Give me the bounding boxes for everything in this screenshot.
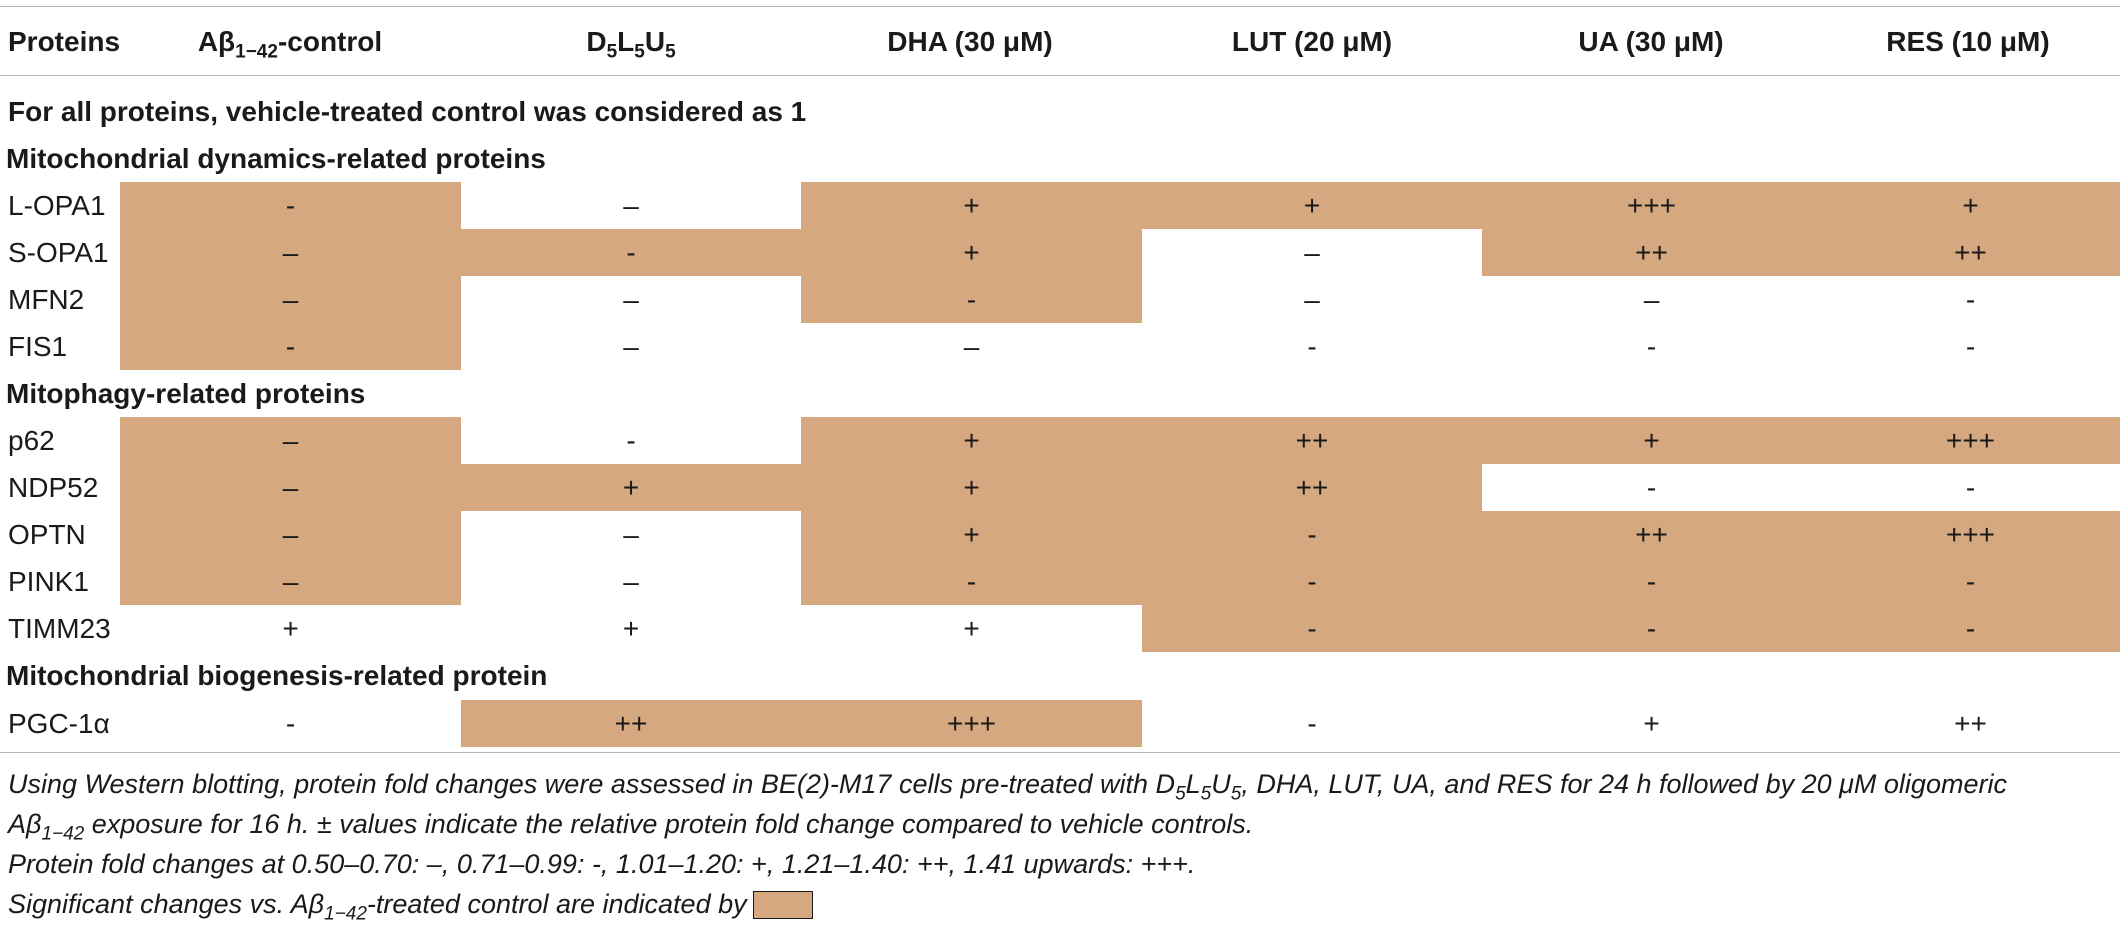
table-cell: – bbox=[1304, 284, 1320, 315]
table-cell: – bbox=[623, 519, 639, 550]
table-cell: - bbox=[1965, 284, 1976, 315]
footnote-line-3: Protein fold changes at 0.50–0.70: –, 0.… bbox=[8, 849, 1196, 879]
table-cell: + bbox=[801, 182, 1142, 229]
protein-name: PGC-1α bbox=[8, 708, 110, 739]
table-cell: - bbox=[626, 425, 636, 456]
header-res: RES (10 μM) bbox=[1886, 26, 2050, 57]
table-cell: – bbox=[120, 464, 461, 511]
table-cell: – bbox=[120, 558, 461, 605]
table-cell: - bbox=[1142, 511, 1482, 558]
table-cell: – bbox=[120, 417, 461, 464]
table-cell: - bbox=[1965, 472, 1976, 503]
table-cell: - bbox=[1646, 472, 1657, 503]
table-cell: - bbox=[801, 558, 1142, 605]
table-cell: ++ bbox=[1142, 464, 1482, 511]
table-cell: ++ bbox=[461, 700, 801, 747]
footnote-line-4: Significant changes vs. Aβ1−42-treated c… bbox=[8, 886, 813, 932]
table-cell: ++ bbox=[1482, 229, 1821, 276]
table-cell: - bbox=[1965, 331, 1976, 362]
table-cell: - bbox=[461, 229, 801, 276]
table-cell: + bbox=[282, 613, 299, 644]
table-cell: – bbox=[623, 284, 639, 315]
table-cell: – bbox=[120, 511, 461, 558]
footnote-line-1: Using Western blotting, protein fold cha… bbox=[8, 769, 2007, 805]
protein-name: S-OPA1 bbox=[8, 237, 109, 268]
table-row: + + + - - - TIMM23 bbox=[0, 605, 2120, 652]
table-cell: ++ bbox=[1142, 417, 1482, 464]
table-cell: + bbox=[963, 613, 980, 644]
table-cell: - bbox=[1821, 605, 2120, 652]
table-cell: – bbox=[623, 566, 639, 597]
protein-name: TIMM23 bbox=[8, 613, 111, 644]
section-title: Mitochondrial dynamics-related proteins bbox=[6, 143, 546, 174]
table-cell: + bbox=[622, 613, 640, 644]
protein-name: MFN2 bbox=[8, 284, 85, 315]
table-cell: - bbox=[801, 276, 1142, 323]
table-cell: ++ bbox=[1482, 511, 1821, 558]
table-cell: - bbox=[1142, 605, 1482, 652]
header-lut: LUT (20 μM) bbox=[1231, 26, 1393, 57]
table-cell: - bbox=[1307, 331, 1317, 362]
table-cell: + bbox=[1142, 182, 1482, 229]
header-ab-control: Aβ1−42-control bbox=[197, 26, 383, 63]
protein-name: NDP52 bbox=[8, 472, 99, 503]
table-cell: + bbox=[1821, 182, 2120, 229]
bottom-rule bbox=[0, 752, 2120, 753]
protein-name: p62 bbox=[8, 425, 55, 456]
table-row: - – + + +++ + L-OPA1 bbox=[0, 182, 2120, 229]
protein-name: L-OPA1 bbox=[8, 190, 106, 221]
table-row: – – + - ++ +++ OPTN bbox=[0, 511, 2120, 558]
table-row: – – - - - - PINK1 bbox=[0, 558, 2120, 605]
table-cell: +++ bbox=[1821, 511, 2120, 558]
table-cell: +++ bbox=[1821, 417, 2120, 464]
table-row: - – – - - - FIS1 bbox=[0, 323, 2120, 370]
table-cell: - bbox=[1482, 605, 1821, 652]
section-title: Mitophagy-related proteins bbox=[6, 378, 366, 409]
table-cell: + bbox=[1643, 708, 1660, 739]
header-dha: DHA (30 μM) bbox=[887, 26, 1053, 57]
table-row: – - + ++ + +++ p62 bbox=[0, 417, 2120, 464]
protein-name: FIS1 bbox=[8, 331, 68, 362]
table-row: – - + – ++ ++ S-OPA1 bbox=[0, 229, 2120, 276]
table-cell: + bbox=[801, 229, 1142, 276]
table-cell: – bbox=[963, 331, 980, 362]
top-rule bbox=[0, 6, 2120, 7]
table-cell: + bbox=[1482, 417, 1821, 464]
table-cell: – bbox=[623, 190, 639, 221]
footnote-line-2: Aβ1−42 exposure for 16 h. ± values indic… bbox=[8, 809, 1254, 845]
table-cell: - bbox=[120, 323, 461, 370]
table-row: – – - – – - MFN2 bbox=[0, 276, 2120, 323]
table-row: – + + ++ - - NDP52 bbox=[0, 464, 2120, 511]
header-rule bbox=[0, 75, 2120, 76]
table-cell: ++ bbox=[1954, 708, 1987, 739]
table-cell: + bbox=[461, 464, 801, 511]
vehicle-note: For all proteins, vehicle-treated contro… bbox=[8, 96, 807, 127]
table-cell: +++ bbox=[1482, 182, 1821, 229]
protein-name: PINK1 bbox=[8, 566, 89, 597]
protein-name: OPTN bbox=[8, 519, 86, 550]
section-title: Mitochondrial biogenesis-related protein bbox=[6, 660, 548, 691]
table-cell: + bbox=[801, 511, 1142, 558]
table-cell: - bbox=[1482, 558, 1821, 605]
table-cell: – bbox=[120, 229, 461, 276]
table-cell: - bbox=[1646, 331, 1657, 362]
header-ua: UA (30 μM) bbox=[1578, 26, 1724, 57]
table-cell: – bbox=[1643, 284, 1660, 315]
table-cell: – bbox=[623, 331, 639, 362]
table-cell: - bbox=[285, 708, 296, 739]
table-cell: - bbox=[1821, 558, 2120, 605]
table-cell: + bbox=[801, 417, 1142, 464]
table-cell: – bbox=[1304, 237, 1320, 268]
header-proteins: Proteins bbox=[8, 26, 121, 57]
table-cell: – bbox=[120, 276, 461, 323]
table-cell: ++ bbox=[1821, 229, 2120, 276]
header-d5l5u5: D5L5U5 bbox=[586, 26, 676, 63]
table-cell: - bbox=[1307, 708, 1317, 739]
table-cell: + bbox=[801, 464, 1142, 511]
table-row: - ++ +++ - + ++ PGC-1α bbox=[0, 700, 2120, 747]
table-cell: - bbox=[120, 182, 461, 229]
significance-legend-swatch bbox=[752, 891, 813, 919]
table-cell: +++ bbox=[801, 700, 1142, 747]
table-cell: - bbox=[1142, 558, 1482, 605]
